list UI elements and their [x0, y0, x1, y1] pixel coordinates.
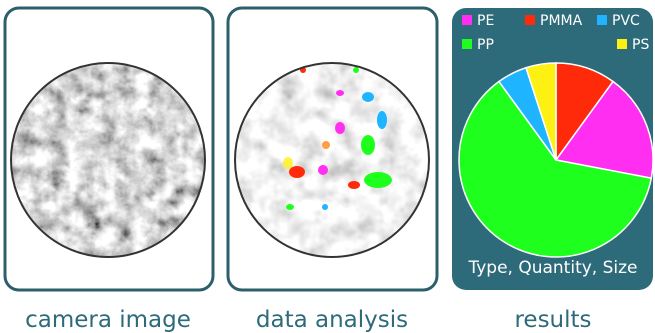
chart-title: Type, Quantity, Size	[467, 258, 637, 278]
figure: camera image data analysis results Type,…	[0, 0, 655, 333]
legend-swatch	[462, 39, 472, 49]
caption: results	[514, 307, 591, 333]
legend-label: PE	[477, 13, 494, 29]
legend-swatch	[462, 15, 472, 25]
legend-label: PP	[477, 37, 494, 53]
legend-label: PS	[632, 37, 649, 53]
legend-swatch	[525, 15, 535, 25]
legend-label: PMMA	[540, 13, 583, 29]
legend-label: PVC	[612, 13, 640, 29]
pie	[459, 63, 653, 257]
caption: camera image	[25, 307, 191, 333]
caption: data analysis	[256, 307, 408, 333]
legend-swatch	[597, 15, 607, 25]
legend-swatch	[617, 39, 627, 49]
